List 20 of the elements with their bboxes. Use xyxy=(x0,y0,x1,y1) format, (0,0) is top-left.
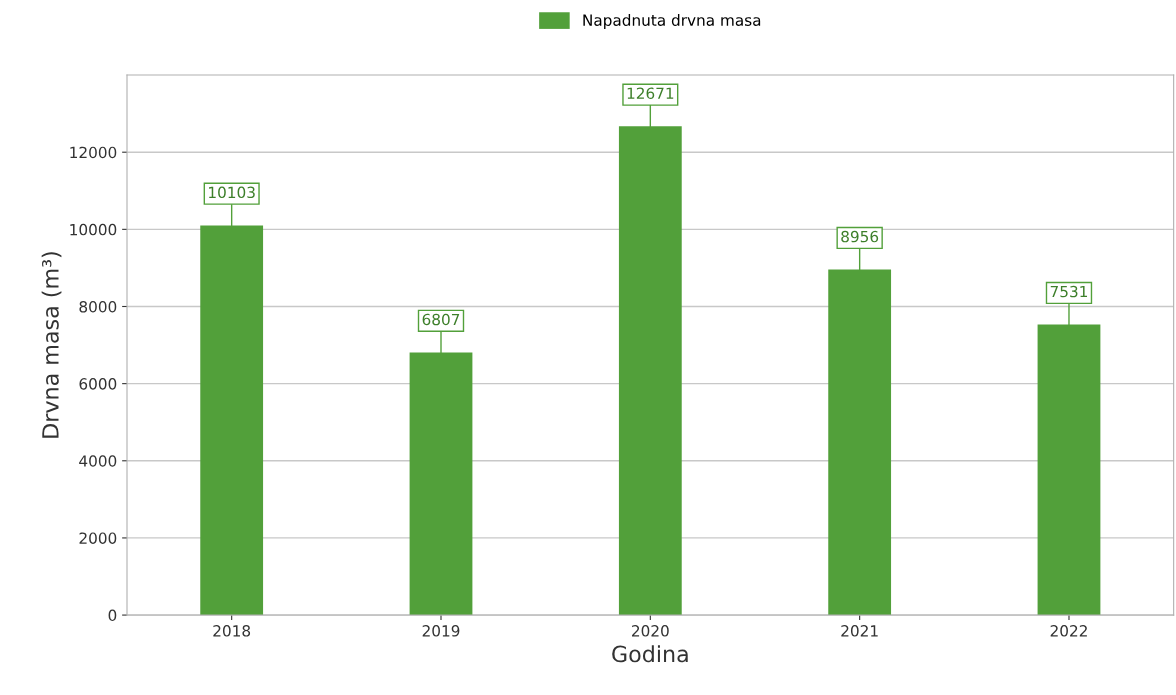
y-tick-label: 10000 xyxy=(70,223,117,236)
data-label: 8956 xyxy=(841,230,879,243)
legend-label: Napadnuta drvna masa xyxy=(583,14,761,29)
y-tick-label: 4000 xyxy=(79,455,117,467)
data-label: 6807 xyxy=(422,313,460,326)
x-tick-label: 2020 xyxy=(632,625,669,637)
data-label: 12671 xyxy=(627,87,674,100)
x-tick-label: 2018 xyxy=(213,625,251,637)
y-tick-label: 0 xyxy=(108,609,117,622)
x-tick-label: 2021 xyxy=(841,625,878,637)
y-axis-title: Drvna masa (m³) xyxy=(41,252,62,438)
y-tick-label: 12000 xyxy=(70,146,117,159)
data-label: 7531 xyxy=(1050,285,1088,298)
data-label: 10103 xyxy=(209,186,255,199)
y-tick-label: 8000 xyxy=(79,300,117,313)
y-tick-label: 2000 xyxy=(79,532,117,544)
y-tick-label: 6000 xyxy=(79,378,117,390)
x-tick-label: 2022 xyxy=(1050,625,1087,637)
x-tick-label: 2019 xyxy=(422,625,460,637)
x-axis-title: Godina xyxy=(612,645,688,663)
